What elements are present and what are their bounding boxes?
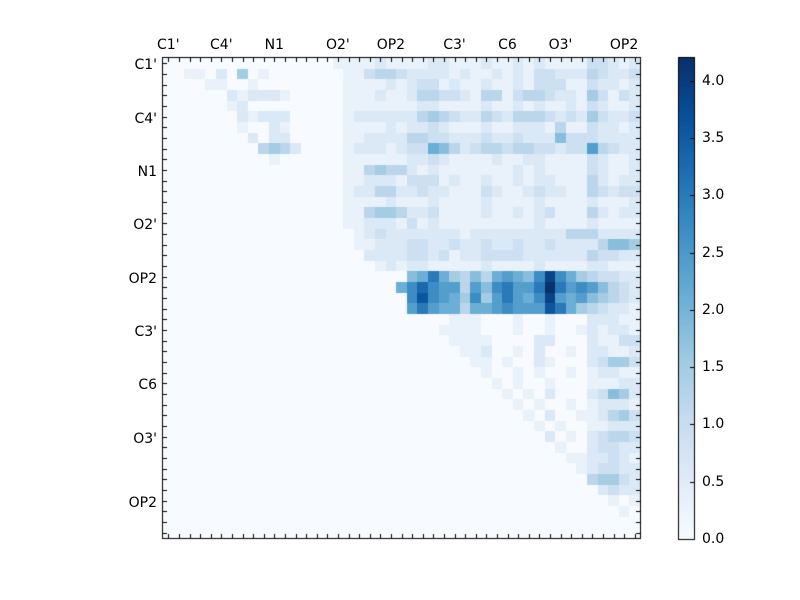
x-tick-label: C6 xyxy=(498,37,517,53)
colorbar-tick-label: 0.5 xyxy=(702,473,725,490)
x-tick-label: C3' xyxy=(443,37,466,53)
y-tick-label: C1' xyxy=(134,57,157,74)
colorbar-tick-label: 1.5 xyxy=(702,359,725,376)
y-tick-label: OP2 xyxy=(128,270,157,287)
y-tick-label: N1 xyxy=(137,164,157,181)
x-tick-label: OP2 xyxy=(376,37,406,53)
y-tick-label: C3' xyxy=(134,324,157,341)
colorbar-tick-label: 2.5 xyxy=(702,244,725,261)
y-tick-label: O3' xyxy=(133,430,157,447)
colorbar-tick-label: 3.0 xyxy=(702,187,725,204)
colorbar-tick-label: 1.0 xyxy=(702,416,725,433)
x-tick-label: OP2 xyxy=(609,37,639,53)
x-tick-label: N1 xyxy=(264,37,284,53)
colorbar-tick-label: 0.0 xyxy=(702,531,725,547)
y-tick-label: C4' xyxy=(134,110,157,127)
colorbar-tick-label: 4.0 xyxy=(702,72,725,89)
x-tick-label: C4' xyxy=(210,37,233,53)
x-tick-label: O3' xyxy=(548,37,573,53)
colorbar-tick-label: 3.5 xyxy=(702,130,725,147)
x-tick-label: C1' xyxy=(157,37,180,53)
y-tick-label: O2' xyxy=(133,217,157,234)
y-tick-label: C6 xyxy=(138,377,157,394)
x-tick-label: O2' xyxy=(326,37,350,53)
y-tick-label: OP2 xyxy=(128,494,157,511)
colorbar-tick-label: 2.0 xyxy=(702,301,725,318)
